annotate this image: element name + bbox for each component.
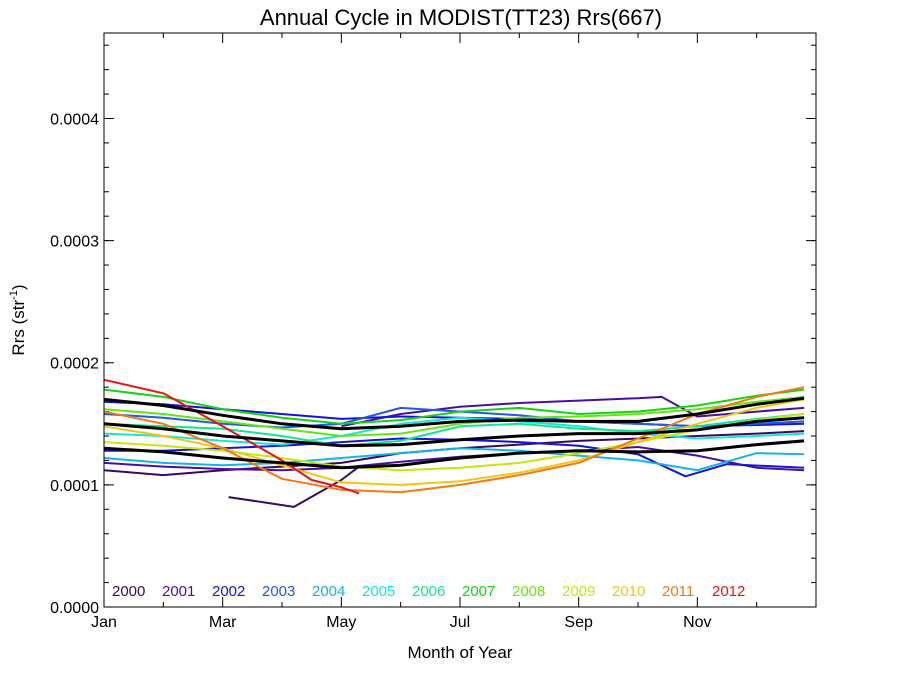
series-line-2012 bbox=[103, 378, 360, 495]
x-tick-label: Jul bbox=[450, 614, 470, 631]
x-tick-label: May bbox=[326, 614, 356, 631]
plot-frame bbox=[103, 32, 817, 608]
legend-entry-2010: 2010 bbox=[612, 583, 645, 600]
y-axis-label-close: ) bbox=[9, 284, 28, 290]
legend-entry-2012: 2012 bbox=[712, 583, 745, 600]
legend-entry-2006: 2006 bbox=[412, 583, 445, 600]
x-tick-label: Nov bbox=[683, 614, 711, 631]
x-tick-label: Jan bbox=[91, 614, 117, 631]
legend-entry-2007: 2007 bbox=[462, 583, 495, 600]
series-line-mean bbox=[103, 439, 805, 470]
legend-entry-2003: 2003 bbox=[262, 583, 295, 600]
legend: 2000 2001 2002 2003 2004 2005 2006 2007 2008 2009… bbox=[112, 583, 745, 600]
x-axis-label: Month of Year bbox=[408, 643, 513, 662]
legend-entry-2005: 2005 bbox=[362, 583, 395, 600]
legend-entry-2011: 2011 bbox=[662, 583, 694, 600]
legend-entry-2001: 2001 bbox=[162, 583, 195, 600]
x-tick-label: Mar bbox=[209, 614, 237, 631]
y-tick-label: 0.0001 bbox=[50, 478, 99, 495]
y-tick-label: 0.0000 bbox=[50, 600, 99, 617]
chart-title: Annual Cycle in MODIST(TT23) Rrs(667) bbox=[260, 5, 662, 30]
tick-marks bbox=[103, 33, 816, 608]
series-line-2004 bbox=[103, 447, 805, 472]
series-line-mean bbox=[103, 416, 805, 448]
plot-lines bbox=[103, 378, 805, 508]
series-line-2007 bbox=[103, 388, 805, 425]
x-tick-labels: Jan Mar May Jul Sep Nov bbox=[91, 614, 711, 631]
series-line-2005 bbox=[103, 416, 805, 446]
legend-entry-2004: 2004 bbox=[312, 583, 345, 600]
y-tick-label: 0.0002 bbox=[50, 356, 99, 373]
y-tick-label: 0.0004 bbox=[50, 111, 99, 128]
series-line-2000 bbox=[228, 465, 360, 508]
x-tick-label: Sep bbox=[564, 614, 593, 631]
y-axis-label-superscript: -1 bbox=[8, 290, 20, 300]
legend-entry-2000: 2000 bbox=[112, 583, 145, 600]
series-line-mean bbox=[103, 396, 805, 431]
y-axis-label: Rrs (str-1) bbox=[8, 284, 28, 355]
y-axis-label-text: Rrs (str bbox=[9, 300, 28, 356]
series-line-2008 bbox=[103, 395, 805, 437]
legend-entry-2009: 2009 bbox=[562, 583, 595, 600]
series-line-2006 bbox=[103, 413, 805, 447]
y-tick-label: 0.0003 bbox=[50, 234, 99, 251]
legend-entry-2008: 2008 bbox=[512, 583, 545, 600]
y-tick-labels: 0.0000 0.0001 0.0002 0.0003 0.0004 bbox=[50, 111, 99, 617]
legend-entry-2002: 2002 bbox=[212, 583, 245, 600]
